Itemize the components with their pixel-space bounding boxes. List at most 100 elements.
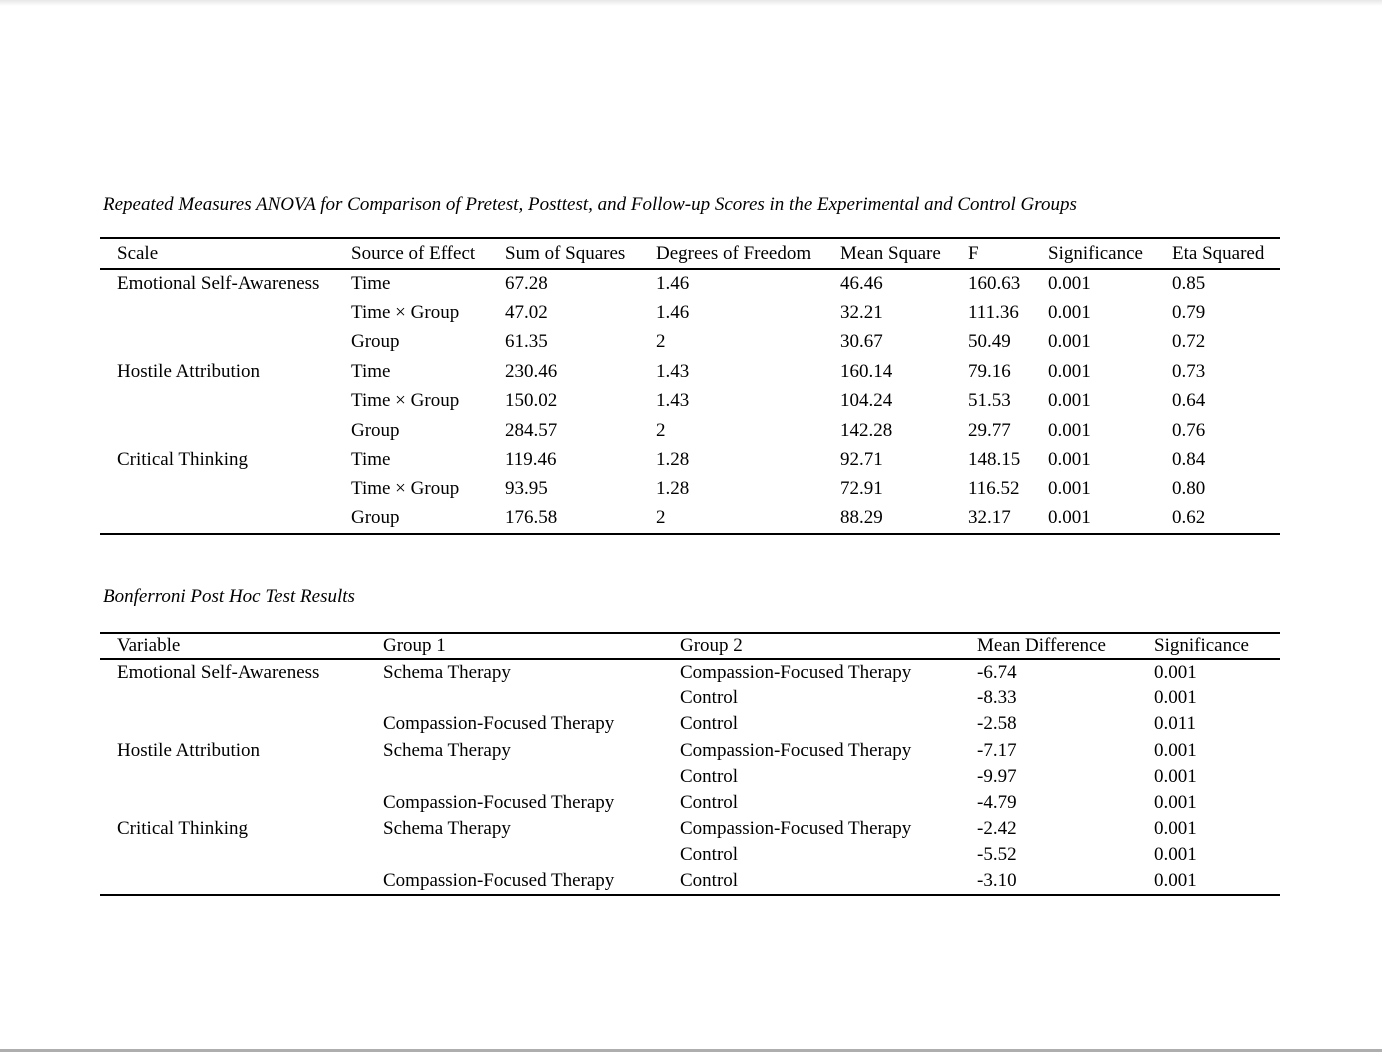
table-cell: [100, 764, 366, 790]
posthoc-table-header: Variable Group 1 Group 2 Mean Difference…: [100, 633, 1280, 660]
table-cell: 0.001: [1048, 273, 1091, 295]
table-cell: 1.28: [656, 449, 690, 471]
table-cell: 72.91: [840, 478, 883, 500]
anova-table: Scale Source of Effect Sum of Squares De…: [100, 237, 1280, 535]
table-cell: [100, 298, 334, 327]
table-cell: 0.85: [1172, 273, 1206, 295]
table-cell: 119.46: [505, 449, 557, 471]
table-cell: 0.001: [1048, 449, 1091, 471]
table-cell: 92.71: [840, 449, 883, 471]
table-cell: 32.21: [840, 302, 883, 324]
table-row: Emotional Self-Awareness Schema Therapy Co…: [100, 659, 1280, 685]
header-row: Scale Source of Effect Sum of Squares De…: [100, 238, 1280, 270]
table-cell: 104.24: [840, 390, 893, 412]
table-cell: 0.79: [1172, 302, 1206, 324]
table-cell: 0.64: [1172, 390, 1206, 412]
table-cell: 0.001: [1154, 739, 1197, 761]
table-cell: -2.42: [977, 818, 1017, 840]
table-cell: -2.58: [977, 713, 1017, 735]
table-cell: 1.28: [656, 478, 690, 500]
posthoc-table: Variable Group 1 Group 2 Mean Difference…: [100, 632, 1280, 896]
table-cell: 160.14: [840, 360, 893, 382]
page-top-shadow: [0, 0, 1382, 6]
posthoc-table-title: Bonferroni Post Hoc Test Results: [103, 586, 355, 607]
table-cell: [366, 764, 663, 790]
column-header-eta-squared: Eta Squared: [1155, 238, 1280, 270]
table-row: Hostile Attribution Schema Therapy Compass…: [100, 738, 1280, 764]
column-header-significance: Significance: [1137, 633, 1280, 660]
table-cell: Hostile Attribution: [117, 739, 261, 761]
table-cell: Group: [351, 331, 400, 353]
table-cell: 61.35: [505, 331, 548, 353]
table-cell: 1.46: [656, 273, 690, 295]
table-cell: 93.95: [505, 478, 548, 500]
table-cell: 50.49: [968, 331, 1011, 353]
table-cell: Critical Thinking: [117, 818, 249, 840]
table-cell: Schema Therapy: [383, 818, 511, 840]
table-row: Time × Group 93.95 1.28 72.91 116.52 0.001 0.8…: [100, 475, 1280, 504]
table-row: Hostile Attribution Time 230.46 1.43 160.14 7…: [100, 357, 1280, 386]
table-cell: [366, 842, 663, 868]
table-cell: Group: [351, 419, 400, 441]
table-cell: 0.001: [1048, 360, 1091, 382]
table-row: Compassion-Focused Therapy Control -4.79 0.…: [100, 790, 1280, 816]
table-cell: 0.001: [1154, 844, 1197, 866]
table-cell: Compassion-Focused Therapy: [383, 792, 615, 814]
table-cell: 0.001: [1154, 792, 1197, 814]
table-cell: [100, 790, 366, 816]
table-cell: 2: [656, 331, 666, 353]
table-cell: 0.001: [1048, 478, 1091, 500]
table-cell: [100, 685, 366, 711]
table-cell: -6.74: [977, 661, 1017, 683]
table-cell: Time × Group: [351, 302, 460, 324]
table-cell: 142.28: [840, 419, 893, 441]
table-cell: 79.16: [968, 360, 1011, 382]
table-cell: 47.02: [505, 302, 548, 324]
table-cell: 67.28: [505, 273, 548, 295]
header-row: Variable Group 1 Group 2 Mean Difference…: [100, 633, 1280, 660]
column-header-group-1: Group 1: [366, 633, 663, 660]
table-row: Compassion-Focused Therapy Control -2.58 0.…: [100, 711, 1280, 737]
table-cell: 150.02: [505, 390, 558, 412]
table-cell: 0.001: [1048, 507, 1091, 529]
table-cell: 0.001: [1154, 687, 1197, 709]
column-header-mean-difference: Mean Difference: [960, 633, 1137, 660]
table-cell: Control: [680, 844, 739, 866]
table-cell: Control: [680, 792, 739, 814]
table-row: Control -9.97 0.001: [100, 764, 1280, 790]
table-cell: 0.76: [1172, 419, 1206, 441]
table-cell: Critical Thinking: [117, 449, 249, 471]
table-row: Critical Thinking Schema Therapy Compassio…: [100, 816, 1280, 842]
table-cell: [100, 711, 366, 737]
table-cell: Control: [680, 687, 739, 709]
table-cell: [100, 475, 334, 504]
table-cell: 0.001: [1154, 870, 1197, 892]
table-cell: Schema Therapy: [383, 661, 511, 683]
table-row: Control -5.52 0.001: [100, 842, 1280, 868]
table-cell: [100, 387, 334, 416]
table-cell: Emotional Self-Awareness: [117, 273, 320, 295]
table-cell: -4.79: [977, 792, 1017, 814]
table-cell: 29.77: [968, 419, 1011, 441]
table-cell: 2: [656, 507, 666, 529]
table-row: Critical Thinking Time 119.46 1.28 92.71 148.…: [100, 445, 1280, 474]
column-header-variable: Variable: [100, 633, 366, 660]
table-cell: 2: [656, 419, 666, 441]
table-row: Time × Group 150.02 1.43 104.24 51.53 0.001 0.…: [100, 387, 1280, 416]
anova-table-body: Emotional Self-Awareness Time 67.28 1.46 46.…: [100, 269, 1280, 534]
table-cell: Emotional Self-Awareness: [117, 661, 320, 683]
posthoc-table-body: Emotional Self-Awareness Schema Therapy Co…: [100, 659, 1280, 895]
table-row: Group 61.35 2 30.67 50.49 0.001 0.72: [100, 328, 1280, 357]
table-cell: Time: [351, 449, 391, 471]
table-cell: [100, 869, 366, 895]
table-row: Group 284.57 2 142.28 29.77 0.001 0.76: [100, 416, 1280, 445]
column-header-significance: Significance: [1031, 238, 1155, 270]
table-cell: 0.73: [1172, 360, 1206, 382]
table-cell: 0.001: [1154, 765, 1197, 787]
table-cell: 0.84: [1172, 449, 1206, 471]
table-cell: 0.62: [1172, 507, 1206, 529]
column-header-sum-of-squares: Sum of Squares: [488, 238, 639, 270]
table-cell: 0.011: [1154, 713, 1197, 735]
table-cell: 0.72: [1172, 331, 1206, 353]
